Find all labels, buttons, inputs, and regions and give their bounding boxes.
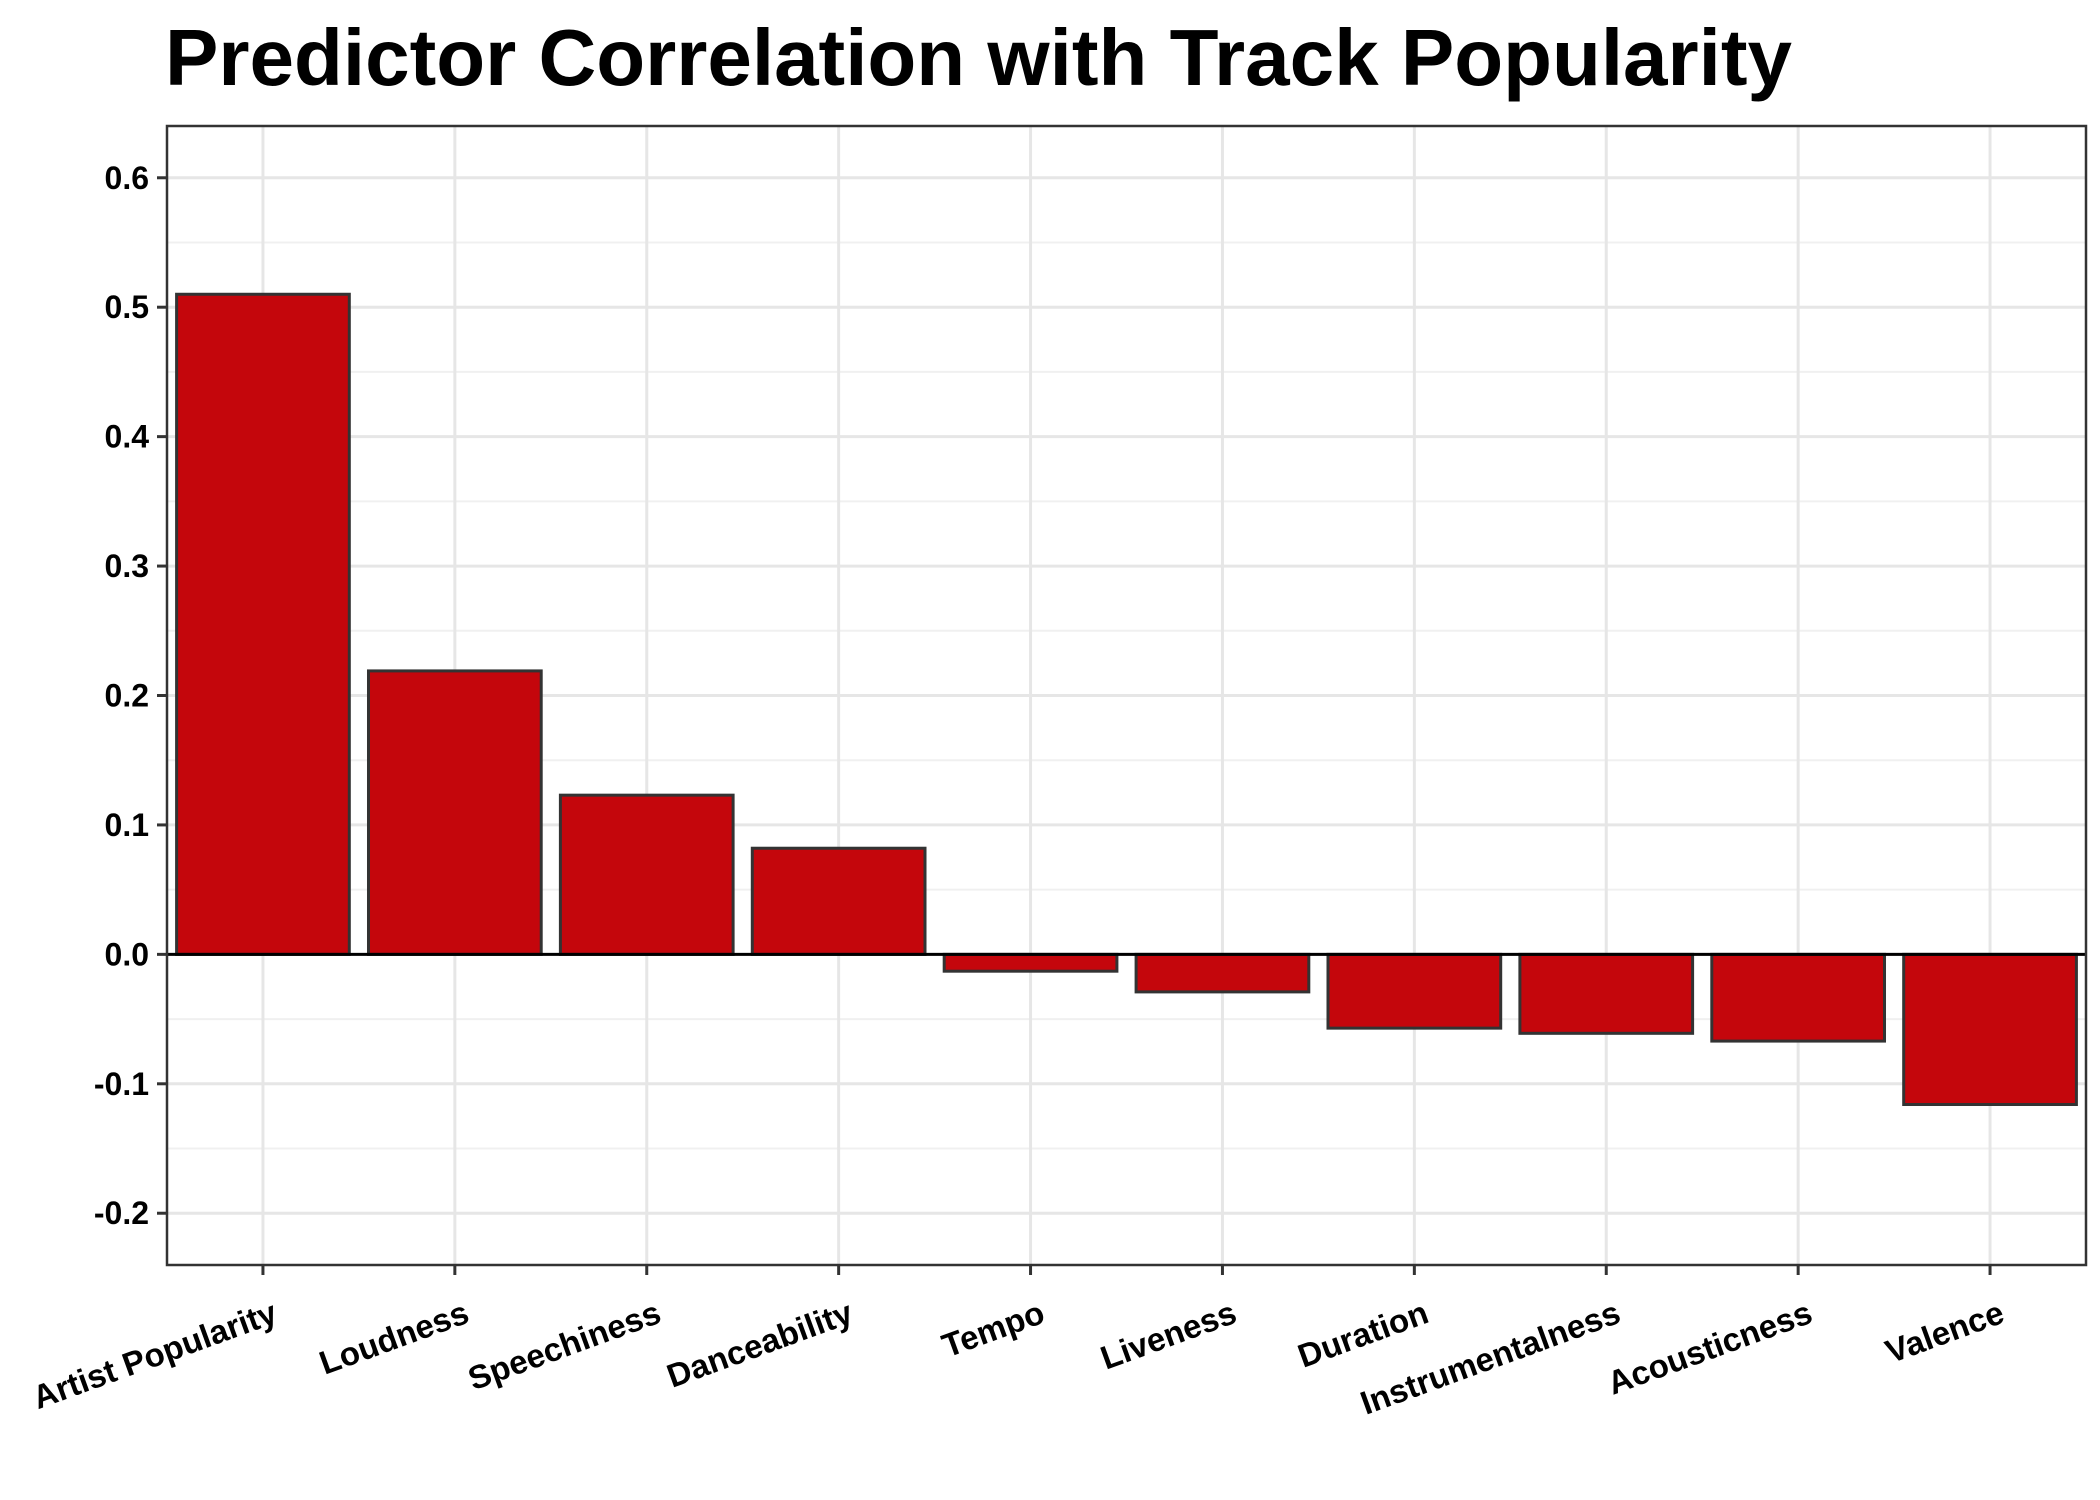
x-tick-label: Loudness bbox=[314, 1293, 473, 1381]
y-tick-label: 0.6 bbox=[105, 160, 149, 196]
y-tick-label: 0.1 bbox=[105, 807, 149, 843]
x-tick-label: Speechiness bbox=[463, 1293, 665, 1397]
y-tick-label: -0.1 bbox=[94, 1066, 149, 1102]
x-tick-label: Valence bbox=[1880, 1293, 2008, 1370]
y-tick-label: 0.4 bbox=[105, 419, 150, 455]
axes bbox=[157, 124, 2088, 1275]
bar-tempo bbox=[942, 952, 1119, 973]
x-tick-label: Tempo bbox=[937, 1293, 1049, 1364]
y-tick-label: 0.2 bbox=[105, 678, 149, 714]
y-tick-label: -0.2 bbox=[94, 1195, 149, 1231]
y-tick-label: 0.0 bbox=[105, 936, 149, 972]
bar-instrumentalness bbox=[1518, 952, 1695, 1035]
grid-lines bbox=[167, 126, 2086, 1265]
x-tick-label: Acousticness bbox=[1602, 1293, 1816, 1401]
bar-acousticness bbox=[1710, 952, 1887, 1043]
bar-valence bbox=[1902, 952, 2078, 1107]
bar-liveness bbox=[1134, 952, 1311, 994]
x-tick-label: Artist Popularity bbox=[28, 1293, 282, 1416]
bar-loudness bbox=[366, 669, 543, 956]
x-tick-label: Danceability bbox=[662, 1293, 858, 1394]
x-tick-label: Liveness bbox=[1096, 1293, 1241, 1376]
bar-danceability bbox=[750, 846, 927, 956]
y-tick-label: 0.3 bbox=[105, 548, 149, 584]
y-tick-label: 0.5 bbox=[105, 289, 149, 325]
x-tick-label: Duration bbox=[1293, 1293, 1433, 1374]
chart-title: Predictor Correlation with Track Popular… bbox=[165, 13, 1793, 102]
bar-duration bbox=[1326, 952, 1503, 1030]
bar-artist-popularity bbox=[175, 292, 351, 956]
bar-speechiness bbox=[558, 793, 735, 956]
